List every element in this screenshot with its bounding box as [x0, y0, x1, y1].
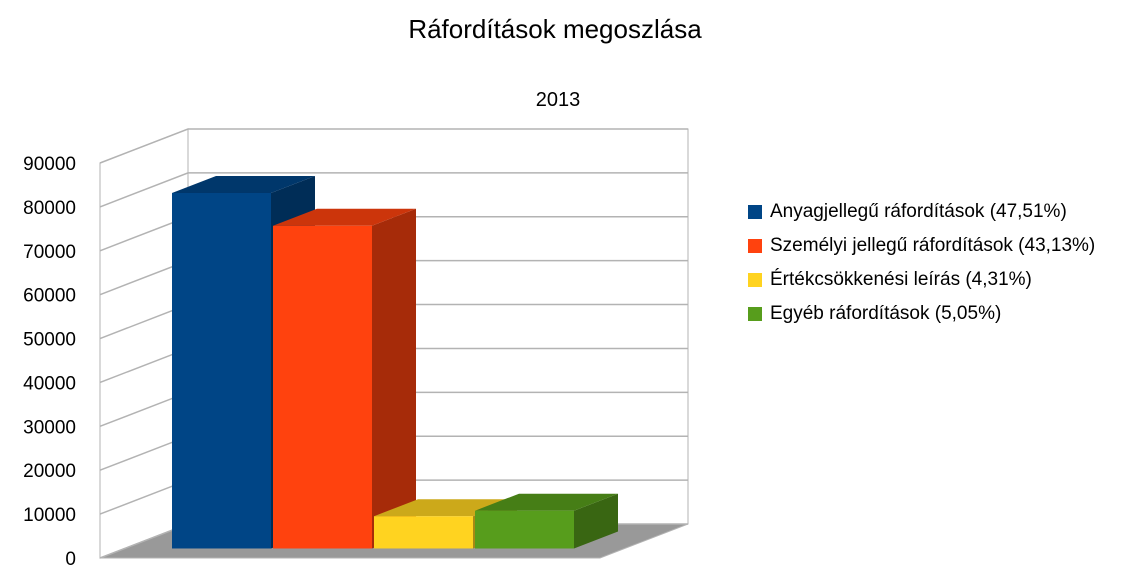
bar-top — [475, 493, 618, 511]
bar-side — [372, 208, 416, 549]
y-tick-label: 70000 — [23, 242, 76, 263]
legend-item: Személyi jellegű ráfordítások (43,13%) — [748, 230, 1143, 262]
category-label: 2013 — [536, 89, 581, 111]
legend-swatch — [748, 307, 762, 321]
bar-side — [574, 493, 618, 549]
bar — [374, 516, 473, 549]
y-tick-label: 40000 — [23, 373, 76, 394]
y-tick-label: 80000 — [23, 198, 76, 219]
bar — [475, 510, 574, 549]
legend-swatch — [748, 239, 762, 253]
y-tick-label: 30000 — [23, 417, 76, 438]
legend-label: Értékcsökkenési leírás (4,31%) — [770, 269, 1032, 290]
y-tick-label: 0 — [65, 549, 76, 565]
legend-swatch — [748, 205, 762, 219]
y-tick-label: 10000 — [23, 505, 76, 526]
legend-swatch — [748, 273, 762, 287]
bar-top — [172, 175, 315, 193]
legend: Anyagjellegű ráfordítások (47,51%) Személ… — [748, 196, 1143, 332]
legend-item: Egyéb ráfordítások (5,05%) — [748, 298, 1143, 330]
legend-label: Személyi jellegű ráfordítások (43,13%) — [770, 235, 1096, 256]
legend-item: Értékcsökkenési leírás (4,31%) — [748, 264, 1143, 296]
grid-line — [99, 128, 688, 164]
y-tick-label: 90000 — [23, 154, 76, 175]
y-tick-label: 20000 — [23, 461, 76, 482]
legend-label: Anyagjellegű ráfordítások (47,51%) — [770, 201, 1067, 222]
bar — [273, 225, 372, 549]
chart-title: Ráfordítások megoszlása — [408, 14, 702, 44]
legend-item: Anyagjellegű ráfordítások (47,51%) — [748, 196, 1143, 228]
grid-line — [99, 172, 688, 208]
bar — [172, 192, 271, 549]
bar-top — [273, 208, 416, 226]
legend-label: Egyéb ráfordítások (5,05%) — [770, 303, 1002, 324]
y-tick-label: 50000 — [23, 330, 76, 351]
y-tick-label: 60000 — [23, 286, 76, 307]
